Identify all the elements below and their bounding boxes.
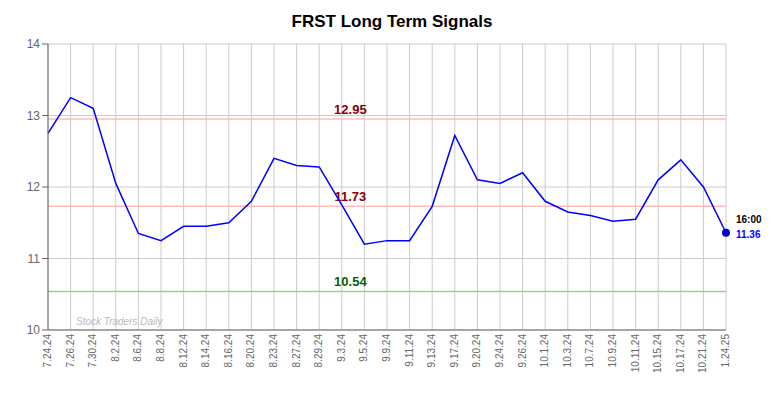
svg-text:10.15.24: 10.15.24 <box>652 334 663 373</box>
svg-text:14: 14 <box>27 37 41 51</box>
svg-text:7.24.24: 7.24.24 <box>42 334 53 368</box>
svg-text:8.20.24: 8.20.24 <box>246 334 257 368</box>
svg-text:8.23.24: 8.23.24 <box>268 334 279 368</box>
svg-text:8.29.24: 8.29.24 <box>313 334 324 368</box>
svg-text:9.17.24: 9.17.24 <box>449 334 460 368</box>
svg-text:8.27.24: 8.27.24 <box>291 334 302 368</box>
svg-text:11.36: 11.36 <box>736 229 761 240</box>
svg-text:7.26.24: 7.26.24 <box>65 334 76 368</box>
svg-text:9.24.24: 9.24.24 <box>494 334 505 368</box>
svg-text:16:00: 16:00 <box>736 214 762 225</box>
svg-text:11.73: 11.73 <box>334 189 367 205</box>
svg-text:9.11.24: 9.11.24 <box>404 334 415 367</box>
html-text:FRST Long Term Signals: FRST Long Term Signals <box>291 12 493 31</box>
svg-text:10.7.24: 10.7.24 <box>585 334 596 368</box>
svg-text:Stock Traders Daily: Stock Traders Daily <box>76 316 164 327</box>
svg-text:8.14.24: 8.14.24 <box>200 334 211 368</box>
svg-text:8.8.24: 8.8.24 <box>155 334 166 362</box>
svg-text:10.1.24: 10.1.24 <box>539 334 550 368</box>
svg-text:9.20.24: 9.20.24 <box>472 334 483 368</box>
svg-text:11: 11 <box>28 252 41 266</box>
svg-text:10: 10 <box>27 323 41 337</box>
svg-text:9.3.24: 9.3.24 <box>336 334 347 362</box>
svg-text:10.21.24: 10.21.24 <box>698 334 709 373</box>
svg-text:10.11.24: 10.11.24 <box>630 334 641 373</box>
svg-text:8.16.24: 8.16.24 <box>223 334 234 368</box>
svg-text:12: 12 <box>27 180 41 194</box>
svg-text:12.95: 12.95 <box>334 102 367 117</box>
svg-text:8.6.24: 8.6.24 <box>133 334 144 362</box>
svg-text:9.9.24: 9.9.24 <box>381 334 392 362</box>
svg-text:7.30.24: 7.30.24 <box>87 334 98 368</box>
svg-text:9.26.24: 9.26.24 <box>517 334 528 368</box>
svg-text:9.13.24: 9.13.24 <box>426 334 437 368</box>
svg-text:8.2.24: 8.2.24 <box>110 334 121 362</box>
svg-text:13: 13 <box>27 109 41 123</box>
svg-text:8.12.24: 8.12.24 <box>178 334 189 368</box>
svg-text:10.3.24: 10.3.24 <box>562 334 573 368</box>
svg-text:10.9.24: 10.9.24 <box>607 334 618 368</box>
svg-text:10.54: 10.54 <box>334 274 367 289</box>
svg-text:10.17.24: 10.17.24 <box>675 334 686 373</box>
svg-text:1.24.25: 1.24.25 <box>720 334 731 368</box>
svg-text:9.5.24: 9.5.24 <box>359 334 370 362</box>
